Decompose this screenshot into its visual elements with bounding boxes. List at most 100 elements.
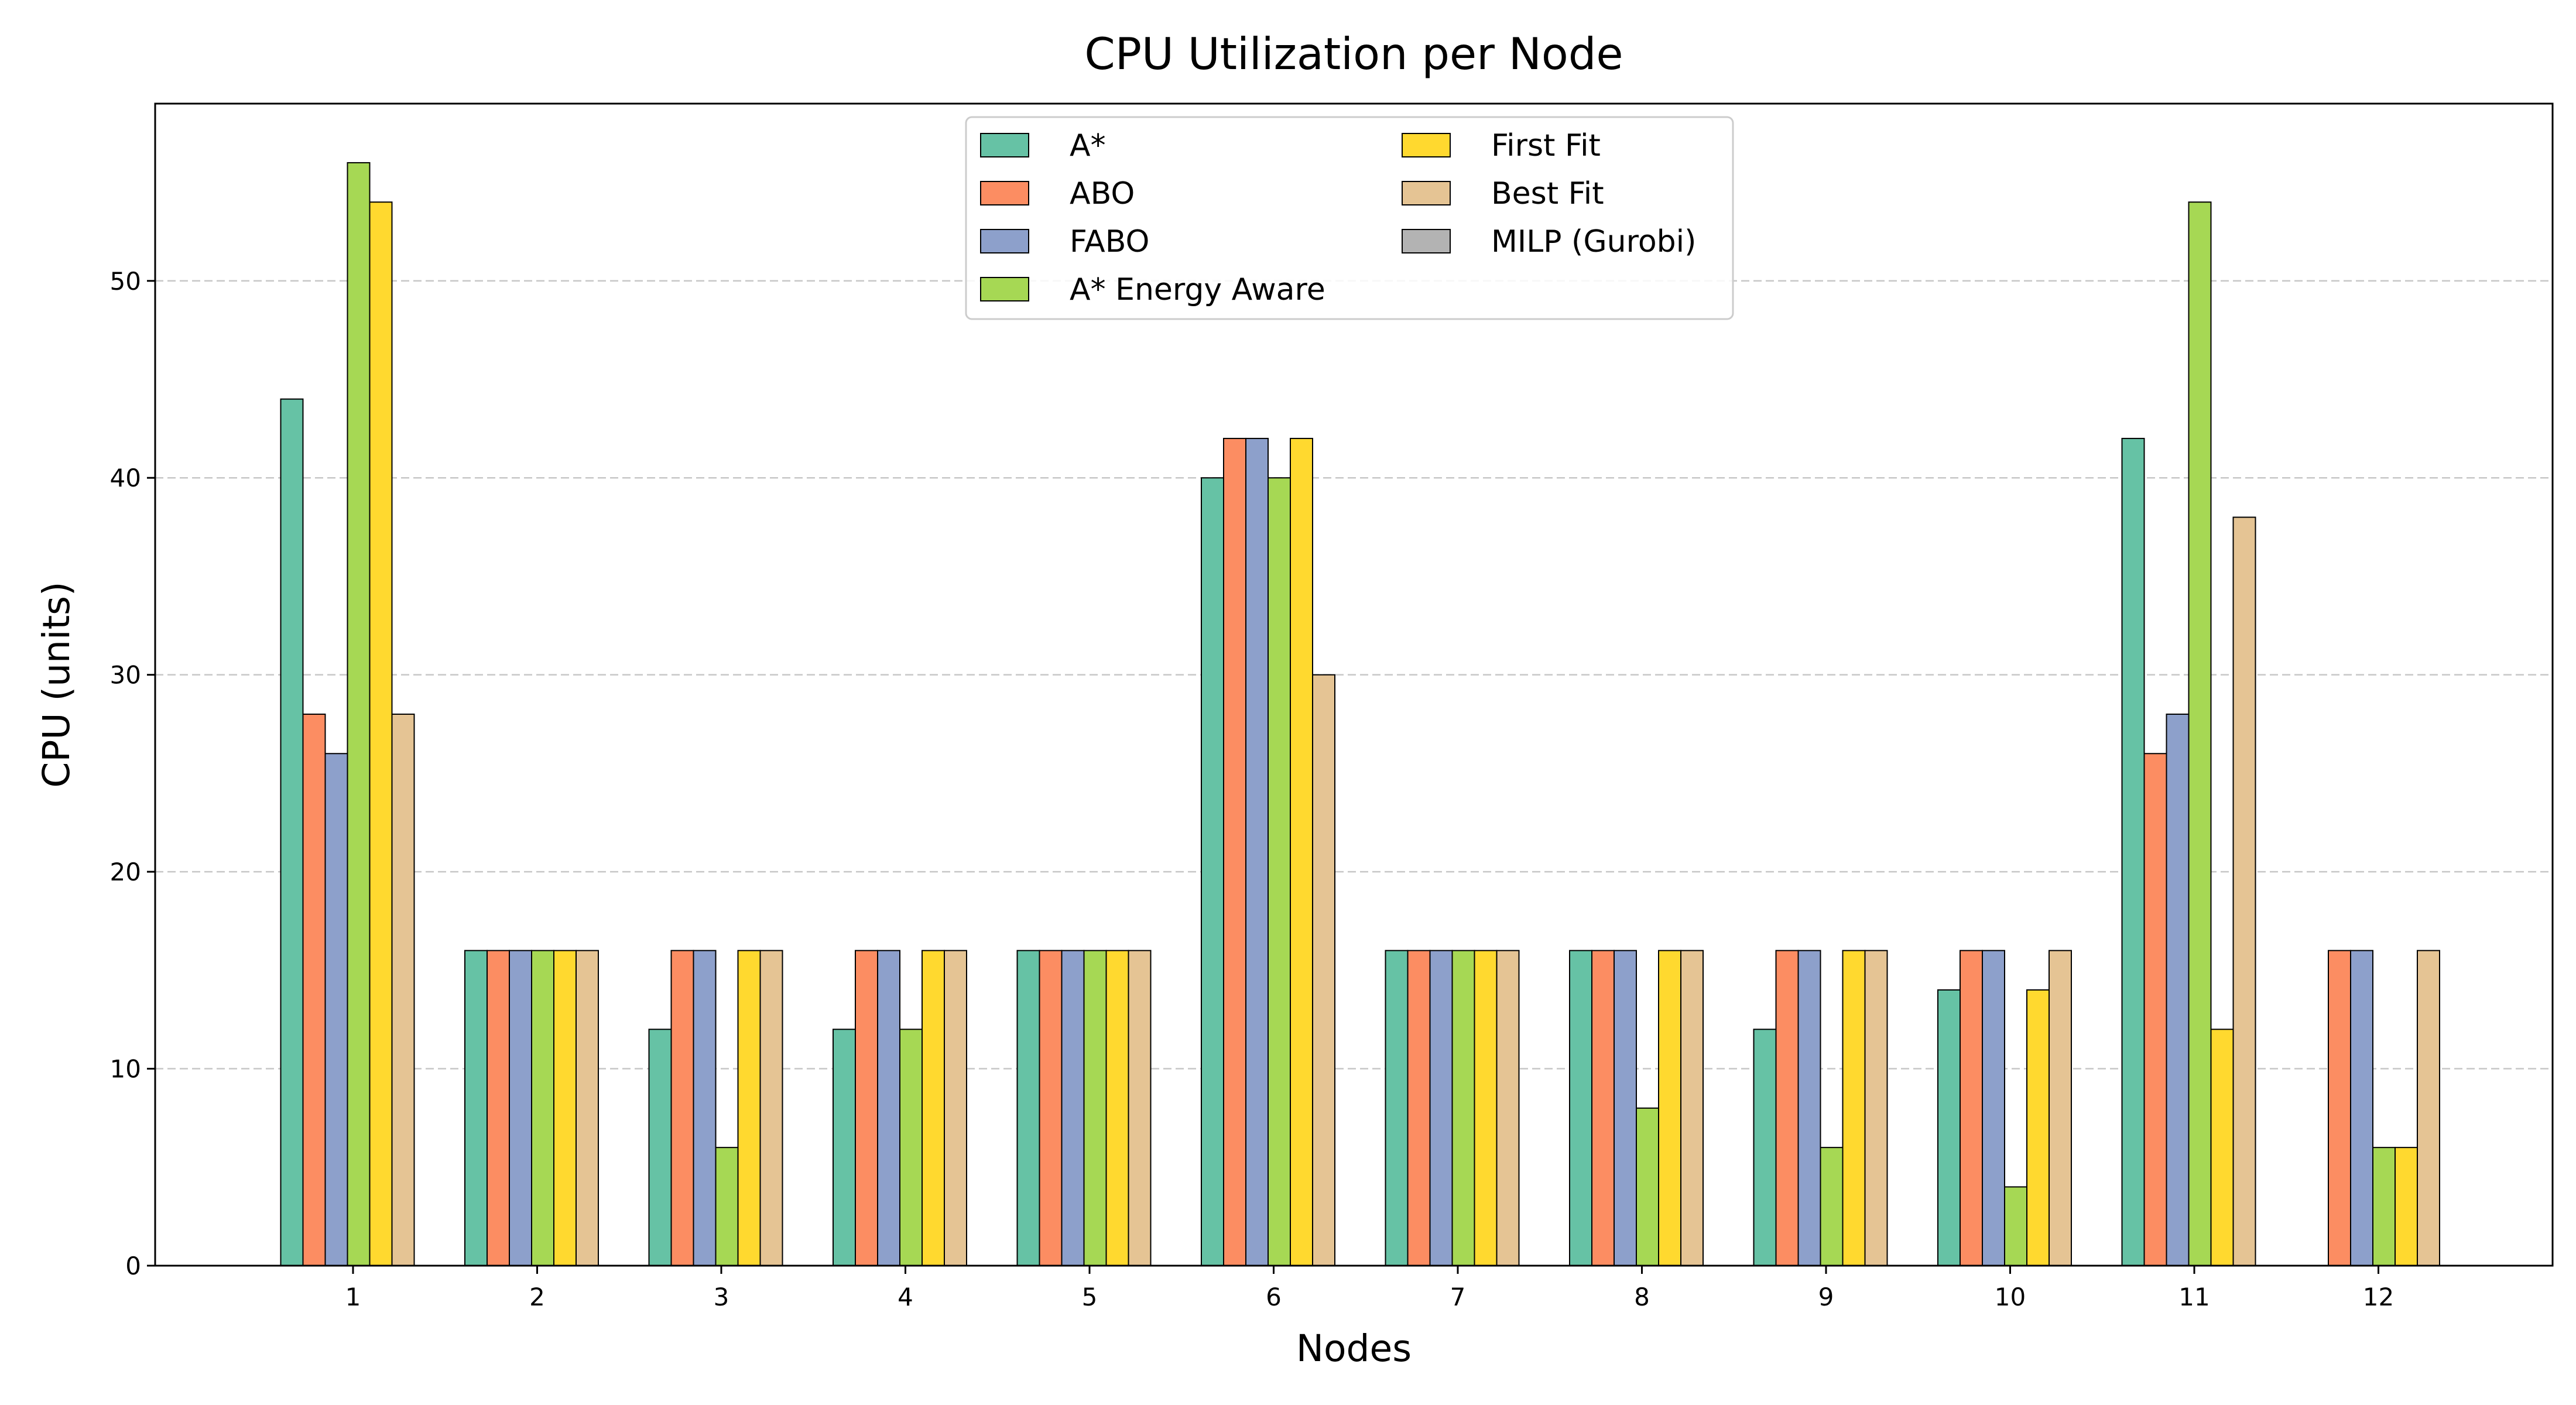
bar-fabo-node-10: [1982, 950, 2005, 1267]
bar-best-fit-node-8: [1680, 950, 1704, 1267]
bar-fabo-node-7: [1429, 950, 1453, 1267]
bar-best-fit-node-12: [2417, 950, 2440, 1267]
bar-first-fit-node-8: [1658, 950, 1681, 1267]
x-tick-label: 9: [1818, 1283, 1834, 1311]
bar-abo-node-10: [1960, 950, 1983, 1267]
bar-a--node-8: [1569, 950, 1592, 1267]
bar-abo-node-9: [1775, 950, 1799, 1267]
bar-best-fit-node-11: [2232, 516, 2256, 1267]
bar-a-energy-aware-node-11: [2188, 201, 2212, 1266]
bar-fabo-node-11: [2166, 713, 2190, 1266]
legend-swatch: [980, 277, 1029, 301]
y-tick-label: 0: [125, 1252, 141, 1280]
legend-swatch: [980, 133, 1029, 157]
bar-first-fit-node-4: [922, 950, 945, 1267]
bar-fabo-node-9: [1797, 950, 1821, 1267]
y-tick-label: 20: [110, 858, 141, 886]
legend-swatch: [980, 181, 1029, 205]
bar-best-fit-node-2: [576, 950, 599, 1267]
bar-best-fit-node-7: [1496, 950, 1520, 1267]
x-tick-label: 5: [1082, 1283, 1098, 1311]
x-tick-label: 8: [1634, 1283, 1650, 1311]
bar-a--node-3: [648, 1029, 672, 1267]
bar-abo-node-4: [855, 950, 878, 1267]
y-axis-ticks: 0 10 20 30 40 50: [110, 267, 155, 1280]
bar-abo-node-1: [302, 713, 326, 1266]
bar-a-energy-aware-node-5: [1083, 950, 1107, 1267]
bar-a-energy-aware-node-2: [531, 950, 554, 1267]
bar-first-fit-node-12: [2395, 1147, 2418, 1267]
x-tick-label: 10: [1995, 1283, 2026, 1311]
bar-a--node-7: [1385, 950, 1409, 1267]
x-tick-label: 4: [898, 1283, 913, 1311]
bar-best-fit-node-1: [391, 713, 415, 1266]
bar-a--node-1: [280, 398, 304, 1266]
bar-first-fit-node-5: [1105, 950, 1129, 1267]
x-axis-ticks: 1 2 3 4 5 6 7 8 9 10 11 12: [345, 1266, 2394, 1311]
bar-first-fit-node-2: [553, 950, 577, 1267]
bar-a--node-11: [2121, 437, 2145, 1267]
x-tick-label: 3: [714, 1283, 729, 1311]
bar-best-fit-node-9: [1864, 950, 1888, 1267]
bar-a--node-2: [464, 950, 488, 1267]
y-tick-label: 30: [110, 661, 141, 690]
bar-a--node-10: [1937, 989, 1961, 1266]
bars: [280, 162, 2440, 1267]
legend-swatch: [1402, 229, 1451, 253]
bar-fabo-node-3: [693, 950, 717, 1267]
bar-first-fit-node-6: [1290, 437, 1313, 1267]
chart-title: CPU Utilization per Node: [1084, 28, 1623, 80]
bar-a-energy-aware-node-3: [715, 1147, 739, 1267]
legend-label: Best Fit: [1491, 176, 1604, 211]
legend-label: ABO: [1070, 176, 1135, 211]
bar-first-fit-node-11: [2210, 1029, 2234, 1267]
bar-abo-node-5: [1039, 950, 1063, 1267]
legend-swatch: [1402, 181, 1451, 205]
legend-label: FABO: [1070, 224, 1149, 259]
legend: A* ABO FABO A* Energy Aware First Fit Best Fi…: [965, 116, 1734, 320]
plot-frame: [154, 102, 2554, 1267]
legend-label: A* Energy Aware: [1070, 272, 1325, 307]
x-tick-label: 6: [1266, 1283, 1282, 1311]
bar-a-energy-aware-node-12: [2372, 1147, 2396, 1267]
legend-swatch: [1402, 133, 1451, 157]
bar-first-fit-node-7: [1474, 950, 1498, 1267]
x-tick-label: 2: [529, 1283, 545, 1311]
y-tick-label: 10: [110, 1055, 141, 1084]
legend-frame: [965, 116, 1734, 320]
bar-a-energy-aware-node-7: [1451, 950, 1475, 1267]
bar-fabo-node-6: [1245, 437, 1269, 1267]
y-tick-label: 40: [110, 464, 141, 492]
x-tick-label: 11: [2178, 1283, 2210, 1311]
bar-a--node-5: [1016, 950, 1040, 1267]
legend-label: A*: [1070, 128, 1106, 163]
bar-fabo-node-4: [877, 950, 900, 1267]
bar-a-energy-aware-node-4: [899, 1029, 923, 1267]
bar-best-fit-node-10: [2049, 950, 2072, 1267]
x-axis-title: Nodes: [1296, 1327, 1412, 1370]
legend-label: MILP (Gurobi): [1491, 224, 1696, 259]
x-tick-label: 12: [2363, 1283, 2394, 1311]
legend-label: First Fit: [1491, 128, 1601, 163]
bar-a--node-4: [833, 1029, 856, 1267]
x-tick-label: 1: [345, 1283, 361, 1311]
bar-abo-node-7: [1407, 950, 1431, 1267]
bar-best-fit-node-6: [1312, 674, 1335, 1266]
bar-fabo-node-8: [1614, 950, 1637, 1267]
bar-best-fit-node-5: [1128, 950, 1152, 1267]
bar-a--node-6: [1201, 477, 1224, 1266]
bar-a-energy-aware-node-8: [1636, 1107, 1659, 1266]
bar-first-fit-node-1: [369, 201, 393, 1266]
bar-abo-node-3: [670, 950, 694, 1267]
bar-a--node-9: [1753, 1029, 1777, 1267]
bar-best-fit-node-3: [759, 950, 783, 1267]
bar-fabo-node-5: [1061, 950, 1085, 1267]
bar-a-energy-aware-node-6: [1268, 477, 1291, 1266]
bar-first-fit-node-3: [737, 950, 761, 1267]
bar-fabo-node-2: [509, 950, 532, 1267]
y-tick-label: 50: [110, 267, 141, 296]
bar-a-energy-aware-node-1: [347, 162, 371, 1266]
y-axis-title: CPU (units): [35, 581, 78, 787]
